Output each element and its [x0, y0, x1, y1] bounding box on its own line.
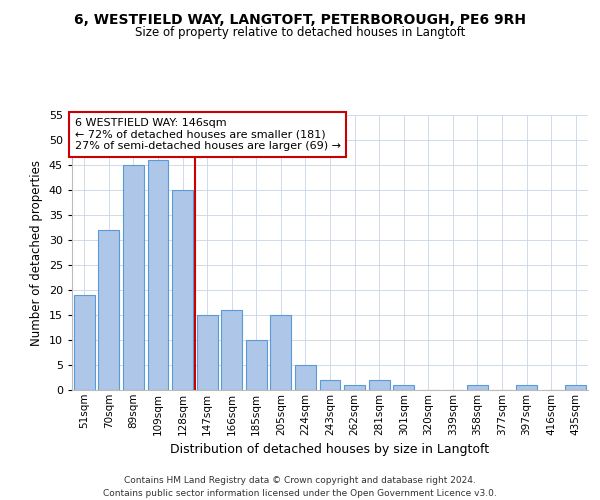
- Bar: [393, 385, 414, 390]
- Bar: [246, 340, 267, 390]
- Text: Contains HM Land Registry data © Crown copyright and database right 2024.
Contai: Contains HM Land Registry data © Crown c…: [103, 476, 497, 498]
- Bar: [123, 165, 144, 390]
- Y-axis label: Number of detached properties: Number of detached properties: [30, 160, 43, 346]
- Bar: [271, 315, 292, 390]
- Bar: [98, 230, 119, 390]
- Bar: [148, 160, 169, 390]
- Bar: [74, 295, 95, 390]
- Bar: [320, 380, 340, 390]
- Bar: [197, 315, 218, 390]
- Bar: [467, 385, 488, 390]
- Bar: [295, 365, 316, 390]
- Text: Size of property relative to detached houses in Langtoft: Size of property relative to detached ho…: [135, 26, 465, 39]
- X-axis label: Distribution of detached houses by size in Langtoft: Distribution of detached houses by size …: [170, 443, 490, 456]
- Text: 6, WESTFIELD WAY, LANGTOFT, PETERBOROUGH, PE6 9RH: 6, WESTFIELD WAY, LANGTOFT, PETERBOROUGH…: [74, 12, 526, 26]
- Bar: [221, 310, 242, 390]
- Bar: [344, 385, 365, 390]
- Text: 6 WESTFIELD WAY: 146sqm
← 72% of detached houses are smaller (181)
27% of semi-d: 6 WESTFIELD WAY: 146sqm ← 72% of detache…: [74, 118, 341, 151]
- Bar: [368, 380, 389, 390]
- Bar: [172, 190, 193, 390]
- Bar: [516, 385, 537, 390]
- Bar: [565, 385, 586, 390]
